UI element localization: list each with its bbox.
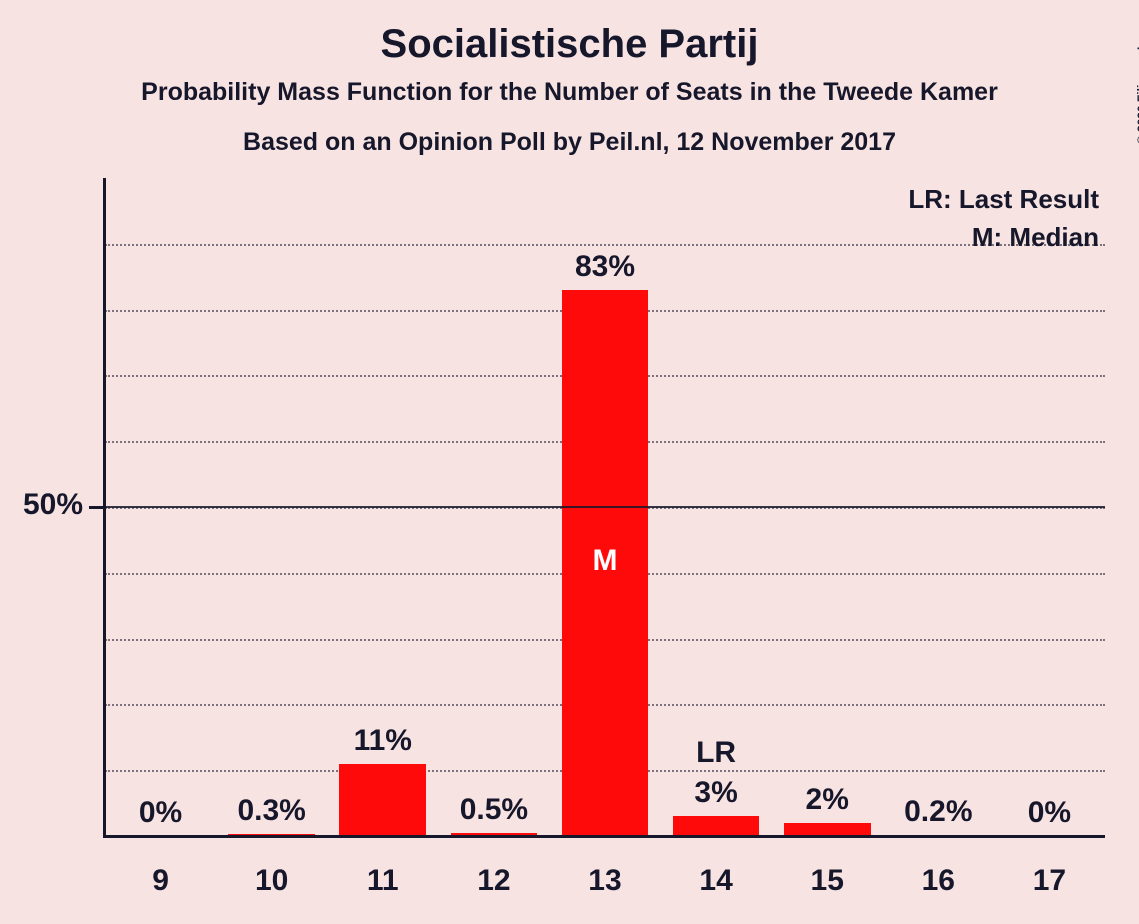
copyright-text: © 2020 Filip van Laenen <box>1135 8 1139 144</box>
chart-subtitle-2: Based on an Opinion Poll by Peil.nl, 12 … <box>0 128 1139 157</box>
legend-line: M: Median <box>972 222 1099 253</box>
bar-value-label: 3% <box>661 776 772 810</box>
gridline <box>105 244 1105 246</box>
chart-subtitle-1: Probability Mass Function for the Number… <box>0 78 1139 107</box>
x-axis-line <box>103 835 1105 838</box>
y-tick-label: 50% <box>0 488 83 522</box>
x-tick-label: 11 <box>327 864 438 898</box>
x-tick-label: 16 <box>883 864 994 898</box>
bar-value-label: 0% <box>105 796 216 830</box>
x-tick-label: 14 <box>661 864 772 898</box>
chart-canvas: Socialistische Partij Probability Mass F… <box>0 0 1139 924</box>
bar-top-marker: LR <box>661 736 772 770</box>
legend-line: LR: Last Result <box>908 184 1099 215</box>
bar-value-label: 0.5% <box>438 793 549 827</box>
bar-value-label: 0.2% <box>883 795 994 829</box>
bar-value-label: 0% <box>994 796 1105 830</box>
bar <box>673 816 760 836</box>
x-tick-label: 9 <box>105 864 216 898</box>
bar-value-label: 0.3% <box>216 794 327 828</box>
bar-value-label: 11% <box>327 724 438 758</box>
x-tick-label: 10 <box>216 864 327 898</box>
x-tick-label: 17 <box>994 864 1105 898</box>
y-tick-mark <box>89 506 103 509</box>
bar-inside-marker: M <box>562 544 649 578</box>
bar-value-label: 2% <box>772 783 883 817</box>
x-tick-label: 15 <box>772 864 883 898</box>
x-tick-label: 13 <box>549 864 660 898</box>
bar-value-label: 83% <box>549 250 660 284</box>
chart-title: Socialistische Partij <box>0 22 1139 67</box>
plot-area: 0%90.3%1011%110.5%1283%M133%LR142%150.2%… <box>105 178 1105 836</box>
bar <box>339 764 426 836</box>
y-major-gridline <box>105 506 1105 508</box>
x-tick-label: 12 <box>438 864 549 898</box>
